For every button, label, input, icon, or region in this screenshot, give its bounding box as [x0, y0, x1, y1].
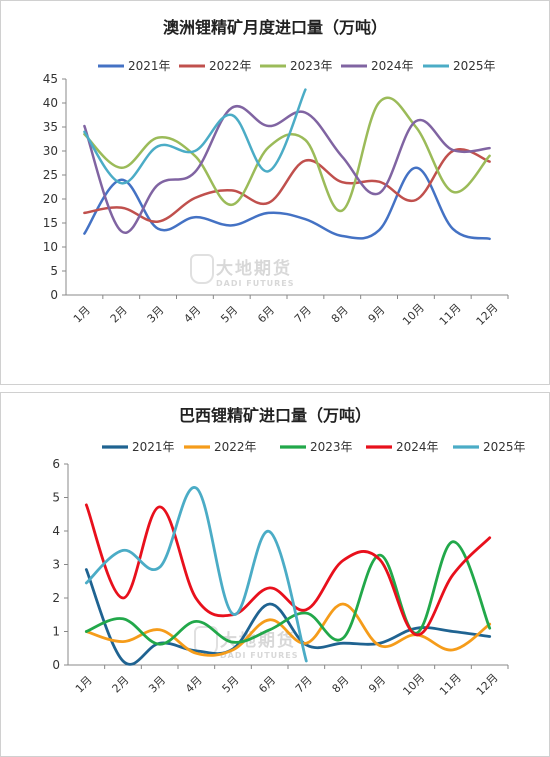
x-tick-label: 5月: [218, 304, 240, 326]
watermark-en: DADI FUTURES: [220, 651, 299, 660]
y-tick-label: 0: [50, 288, 58, 302]
y-tick-label: 15: [43, 216, 58, 230]
chart1-watermark: 大地期货 DADI FUTURES: [190, 254, 295, 288]
x-tick-label: 6月: [256, 674, 278, 696]
watermark-cn: 大地期货: [216, 259, 292, 279]
x-tick-label: 9月: [366, 674, 388, 696]
watermark-en: DADI FUTURES: [216, 279, 295, 288]
x-tick-label: 11月: [437, 671, 464, 698]
y-tick-label: 20: [43, 192, 58, 206]
chart2-svg: 0 1 2 3 4 5 6 1月 2月 3月 4月 5月 6月 7月 8月 9月 10月 11月 12月 2021年 2…: [52, 440, 526, 698]
series-line-2022年: [83, 148, 491, 223]
x-tick-label: 1月: [71, 304, 93, 326]
series-line-2025年: [84, 486, 308, 663]
y-tick-label: 5: [52, 491, 60, 505]
chart1-svg: 0 5 10 15 20 25 30 35 40 45 1月 2月 3月 4月 5月 6月 7月 8月 9月 10月 1…: [43, 59, 509, 328]
x-tick-label: 7月: [292, 304, 314, 326]
x-tick-label: 8月: [330, 674, 352, 696]
y-tick-label: 4: [52, 524, 60, 538]
x-tick-label: 11月: [437, 301, 464, 328]
legend-label: 2025年: [453, 59, 496, 73]
legend-label: 2022年: [209, 59, 252, 73]
x-tick-label: 12月: [474, 671, 501, 698]
x-tick-label: 2月: [108, 304, 130, 326]
y-tick-label: 1: [52, 625, 60, 639]
x-tick-label: 5月: [220, 674, 242, 696]
series-line-2025年: [83, 88, 307, 185]
legend-label: 2021年: [128, 59, 171, 73]
series-line-2021年: [84, 568, 492, 666]
y-tick-label: 40: [43, 96, 58, 110]
y-tick-label: 35: [43, 120, 58, 134]
watermark-logo-icon: [190, 254, 214, 284]
x-tick-label: 7月: [293, 674, 315, 696]
chart1-title: 澳洲锂精矿月度进口量（万吨）: [162, 18, 387, 37]
y-tick-label: 6: [52, 457, 60, 471]
x-tick-label: 10月: [400, 301, 427, 328]
legend-label: 2024年: [371, 59, 414, 73]
x-tick-label: 2月: [110, 674, 132, 696]
legend-label: 2021年: [132, 440, 175, 454]
y-tick-label: 5: [50, 264, 58, 278]
y-tick-label: 45: [43, 72, 58, 86]
y-tick-label: 3: [52, 558, 60, 572]
y-tick-label: 0: [52, 658, 60, 672]
x-tick-label: 1月: [73, 674, 95, 696]
y-tick-label: 25: [43, 168, 58, 182]
series-line-2023年: [84, 540, 492, 646]
x-tick-label: 8月: [329, 304, 351, 326]
x-tick-label: 4月: [183, 674, 205, 696]
series-line-2024年: [83, 104, 491, 234]
legend-label: 2023年: [310, 440, 353, 454]
y-tick-label: 30: [43, 144, 58, 158]
legend-label: 2024年: [396, 440, 439, 454]
legend-label: 2023年: [290, 59, 333, 73]
legend-label: 2025年: [483, 440, 526, 454]
legend-label: 2022年: [214, 440, 257, 454]
x-tick-label: 6月: [255, 304, 277, 326]
x-tick-label: 12月: [474, 301, 501, 328]
y-tick-label: 2: [52, 591, 60, 605]
chart2-title: 巴西锂精矿进口量（万吨）: [178, 406, 371, 425]
x-tick-label: 10月: [400, 671, 427, 698]
x-tick-label: 3月: [145, 304, 167, 326]
x-tick-label: 3月: [146, 674, 168, 696]
x-tick-label: 4月: [181, 304, 203, 326]
y-tick-label: 10: [43, 240, 58, 254]
x-tick-label: 9月: [366, 304, 388, 326]
series-line-2024年: [84, 503, 492, 637]
series-line-2023年: [83, 96, 491, 212]
